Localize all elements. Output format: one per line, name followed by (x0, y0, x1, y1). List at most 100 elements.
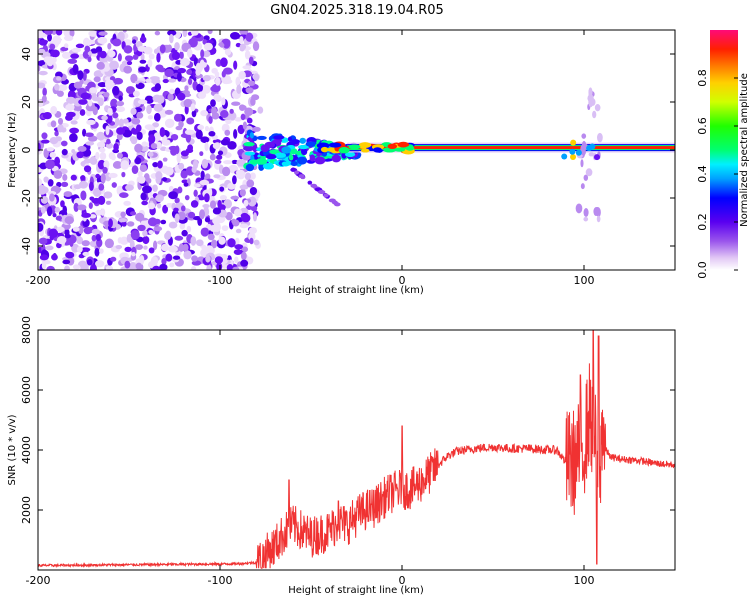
disturbance-cell (589, 143, 596, 150)
noise-cell (174, 42, 180, 51)
noise-cell (183, 182, 189, 187)
noise-cell (40, 196, 49, 204)
noise-cell (239, 184, 249, 190)
noise-cell (213, 93, 220, 101)
noise-cell (154, 112, 161, 122)
noise-cell (75, 43, 85, 49)
noise-cell (120, 211, 126, 218)
noise-cell (200, 248, 208, 257)
noise-cell (232, 175, 237, 185)
noise-cell (51, 253, 58, 261)
noise-cell (48, 228, 59, 239)
tone-blob (359, 142, 372, 148)
noise-cell (196, 239, 204, 247)
noise-cell (216, 262, 223, 270)
noise-cell (114, 117, 120, 127)
noise-cell (157, 203, 162, 209)
noise-cell (200, 170, 205, 181)
noise-cell (118, 95, 123, 102)
noise-cell (146, 104, 152, 115)
noise-cell (134, 143, 143, 153)
noise-cell (212, 142, 221, 150)
noise-cell (142, 230, 148, 237)
transition-cell (281, 161, 289, 167)
noise-cell (92, 106, 98, 116)
noise-cell (94, 260, 105, 268)
noise-cell (38, 142, 41, 152)
noise-cell (54, 83, 60, 91)
noise-cell (62, 205, 68, 215)
noise-cell (39, 39, 48, 46)
noise-cell (46, 206, 53, 217)
noise-cell (38, 70, 48, 76)
transition-cell (287, 136, 293, 142)
noise-cell (159, 263, 168, 270)
disturbance-cell (588, 152, 595, 157)
noise-cell (39, 254, 49, 261)
noise-cell (108, 218, 113, 228)
noise-cell (224, 129, 231, 136)
transition-cell (281, 146, 292, 154)
noise-cell (81, 212, 92, 218)
noise-cell (43, 176, 49, 183)
noise-cell (195, 69, 201, 76)
noise-cell (122, 118, 129, 124)
noise-cell (190, 236, 197, 246)
noise-cell (205, 245, 214, 253)
noise-cell (167, 78, 177, 83)
noise-cell (73, 202, 79, 213)
noise-cell (207, 233, 215, 241)
noise-cell (219, 186, 225, 192)
noise-cell (246, 179, 255, 188)
x-tick-label: -200 (26, 274, 51, 287)
noise-cell (47, 179, 54, 187)
noise-cell (155, 171, 163, 180)
noise-cell (67, 58, 78, 64)
noise-cell (186, 117, 195, 125)
noise-cell (108, 172, 118, 179)
noise-cell (210, 85, 218, 92)
noise-cell (104, 238, 114, 249)
noise-cell (57, 117, 64, 125)
noise-cell (152, 184, 158, 192)
noise-cell (147, 177, 152, 184)
noise-cell (238, 71, 246, 80)
noise-cell (153, 48, 159, 54)
noise-cell (79, 109, 86, 116)
noise-cell (226, 264, 234, 270)
tone-blob (397, 141, 410, 148)
noise-cell (117, 237, 123, 244)
noise-cell (135, 212, 145, 222)
noise-cell (235, 228, 242, 234)
noise-cell (213, 222, 221, 233)
noise-cell (182, 30, 188, 38)
noise-cell (209, 200, 217, 209)
noise-cell (244, 107, 254, 116)
noise-cell (191, 110, 197, 118)
noise-cell (141, 141, 148, 147)
noise-cell (91, 234, 97, 242)
noise-cell (221, 225, 229, 232)
transition-cell (245, 163, 255, 172)
noise-cell (190, 103, 196, 112)
snr-y-axis-title: SNR (10 * v/v) (7, 414, 18, 485)
noise-cell (83, 37, 91, 47)
transition-cell (255, 158, 268, 165)
noise-cell (249, 172, 256, 180)
tail-cell (307, 180, 313, 185)
noise-cell (147, 59, 153, 68)
noise-cell (222, 79, 231, 85)
noise-cell (239, 105, 247, 111)
noise-cell (81, 240, 90, 247)
noise-cell (87, 135, 98, 142)
noise-cell (185, 132, 192, 143)
noise-cell (130, 229, 140, 240)
noise-cell (88, 181, 94, 192)
noise-cell (164, 68, 174, 78)
noise-cell (73, 81, 83, 89)
noise-cell (204, 173, 211, 180)
noise-cell (169, 88, 175, 95)
noise-cell (176, 153, 181, 164)
noise-cell (38, 100, 44, 108)
